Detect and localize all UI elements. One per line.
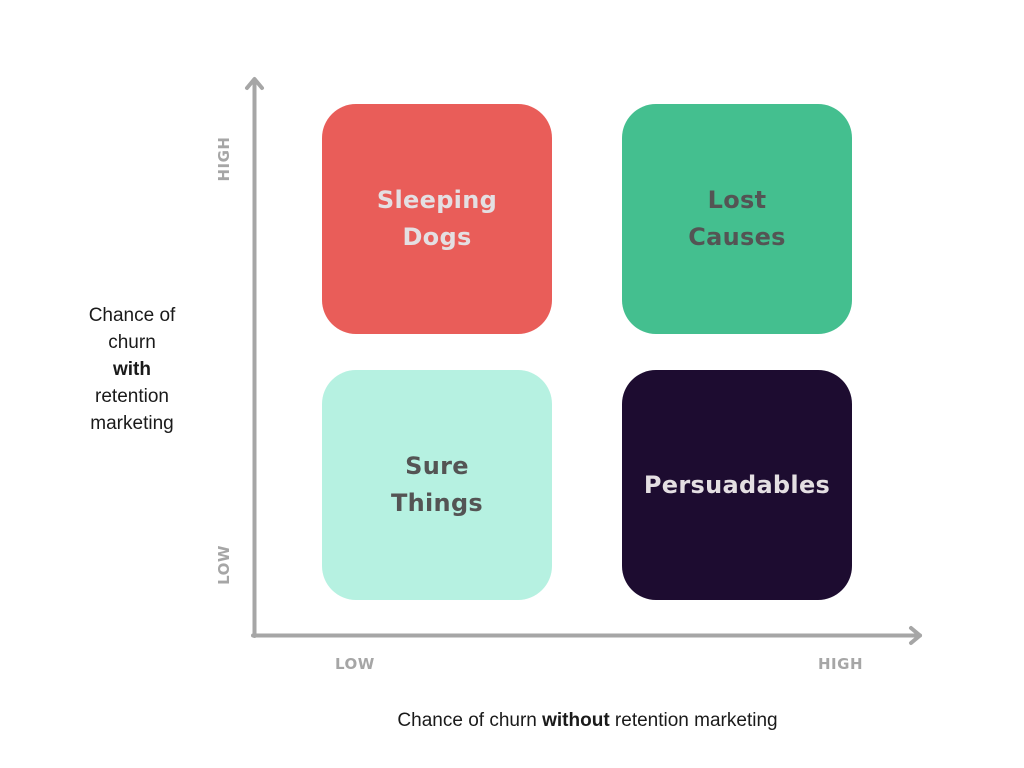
x-axis-title-emphasis: without	[542, 710, 610, 731]
quadrant-label-line: Dogs	[402, 223, 472, 251]
quadrant-persuadables: Persuadables	[622, 370, 852, 600]
quadrant-label-line: Sleeping	[376, 186, 498, 214]
x-axis-title-start: Chance of churn	[397, 710, 543, 731]
quadrant-label-line: Persuadables	[643, 470, 831, 499]
y-axis-title-line: retention	[95, 386, 169, 407]
quadrant-label-line: Sure	[405, 452, 469, 480]
quadrant-label-line: Lost	[707, 186, 767, 214]
y-axis-arrowhead-icon	[245, 77, 264, 90]
quadrant-sleeping-dogs: Sleeping Dogs	[322, 104, 552, 334]
quadrant-label-line: Causes	[688, 223, 786, 251]
y-axis-title: Chance of churn with retention marketing	[62, 302, 202, 437]
x-axis-high-label: HIGH	[818, 655, 864, 673]
quadrant-label-line: Things	[390, 489, 484, 517]
x-axis-title-end: retention marketing	[609, 710, 778, 731]
x-axis-low-label: LOW	[335, 655, 375, 673]
y-axis-title-line: marketing	[90, 413, 174, 434]
y-axis-title-emphasis: with	[113, 359, 151, 380]
x-axis-title: Chance of churn without retention market…	[330, 710, 845, 732]
y-axis-line	[245, 77, 264, 638]
quadrant-sure-things: Sure Things	[322, 370, 552, 600]
quadrant-lost-causes: Lost Causes	[622, 104, 852, 334]
x-axis-line	[251, 626, 922, 645]
x-axis-arrowhead-icon	[909, 626, 922, 645]
y-axis-title-line: churn	[108, 332, 156, 353]
y-axis-title-line: Chance of	[88, 305, 176, 326]
y-axis-low-label: LOW	[215, 545, 233, 585]
y-axis-high-label: HIGH	[215, 136, 233, 182]
